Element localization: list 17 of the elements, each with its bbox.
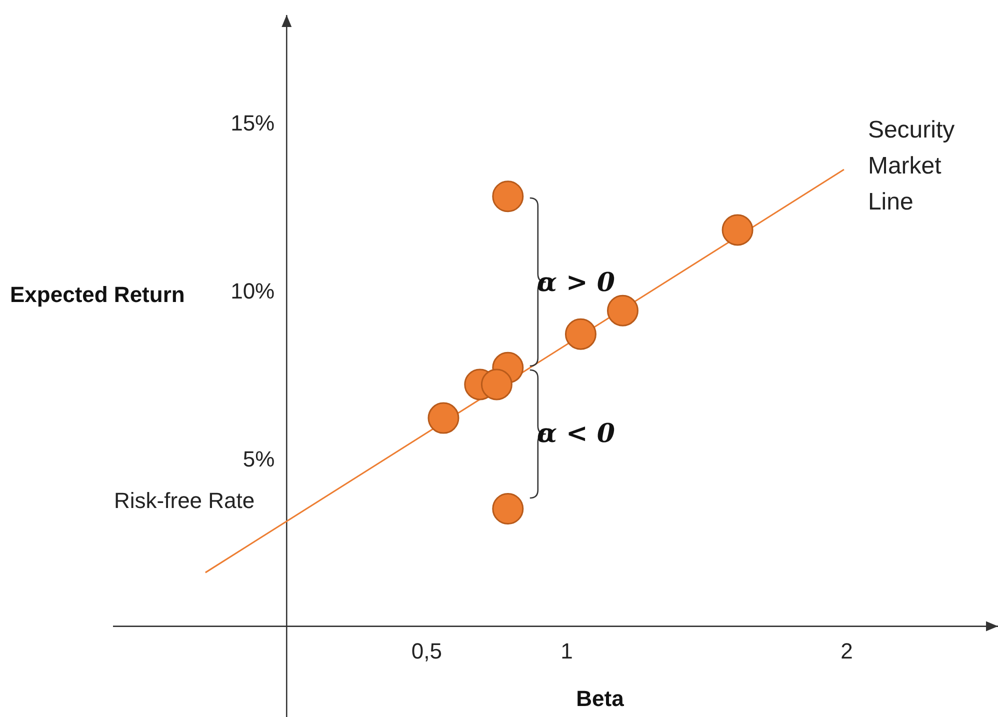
point <box>492 493 524 524</box>
y-tick-label: 10% <box>230 278 275 304</box>
point <box>564 318 596 350</box>
x-tick-label: 0,5 <box>411 638 442 664</box>
point <box>428 402 460 434</box>
annotation: Security Market Line <box>868 116 955 216</box>
y-axis-title: Expected Return <box>10 282 185 307</box>
point <box>606 294 638 326</box>
point <box>480 368 512 400</box>
x-tick-label: 2 <box>840 638 853 664</box>
x-tick-label: 1 <box>560 638 573 664</box>
point <box>722 214 754 246</box>
y-tick-label: 5% <box>242 446 275 472</box>
annotation: Risk-free Rate <box>114 488 255 513</box>
point <box>492 180 524 212</box>
y-tick-label: 15% <box>230 110 275 136</box>
x-axis-title: Beta <box>576 686 625 711</box>
